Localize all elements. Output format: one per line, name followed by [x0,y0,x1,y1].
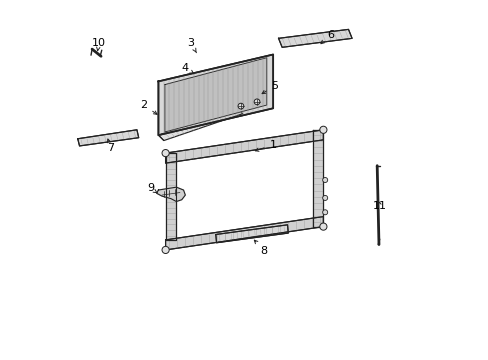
Polygon shape [165,130,323,163]
Text: 4: 4 [182,63,194,74]
Text: 2: 2 [140,100,157,114]
Circle shape [322,195,327,201]
Text: 7: 7 [107,139,114,153]
Text: 8: 8 [254,240,267,256]
Circle shape [322,177,327,183]
Text: 9: 9 [147,184,157,193]
Circle shape [322,210,327,215]
Circle shape [254,99,260,105]
Polygon shape [165,153,175,240]
Polygon shape [158,108,242,140]
Text: 3: 3 [187,37,196,53]
Text: 5: 5 [262,81,278,94]
Text: 6: 6 [320,30,333,44]
Polygon shape [278,30,351,47]
Circle shape [162,246,169,253]
Polygon shape [158,54,273,135]
Polygon shape [313,130,323,226]
Polygon shape [78,130,139,146]
Circle shape [319,223,326,230]
Polygon shape [165,217,323,250]
Circle shape [238,103,244,109]
Text: 11: 11 [372,201,386,211]
Circle shape [162,149,169,157]
Polygon shape [156,187,185,202]
Polygon shape [215,225,287,243]
Polygon shape [164,58,266,132]
Text: 1: 1 [255,140,276,151]
Circle shape [319,126,326,134]
Text: 10: 10 [92,37,106,51]
